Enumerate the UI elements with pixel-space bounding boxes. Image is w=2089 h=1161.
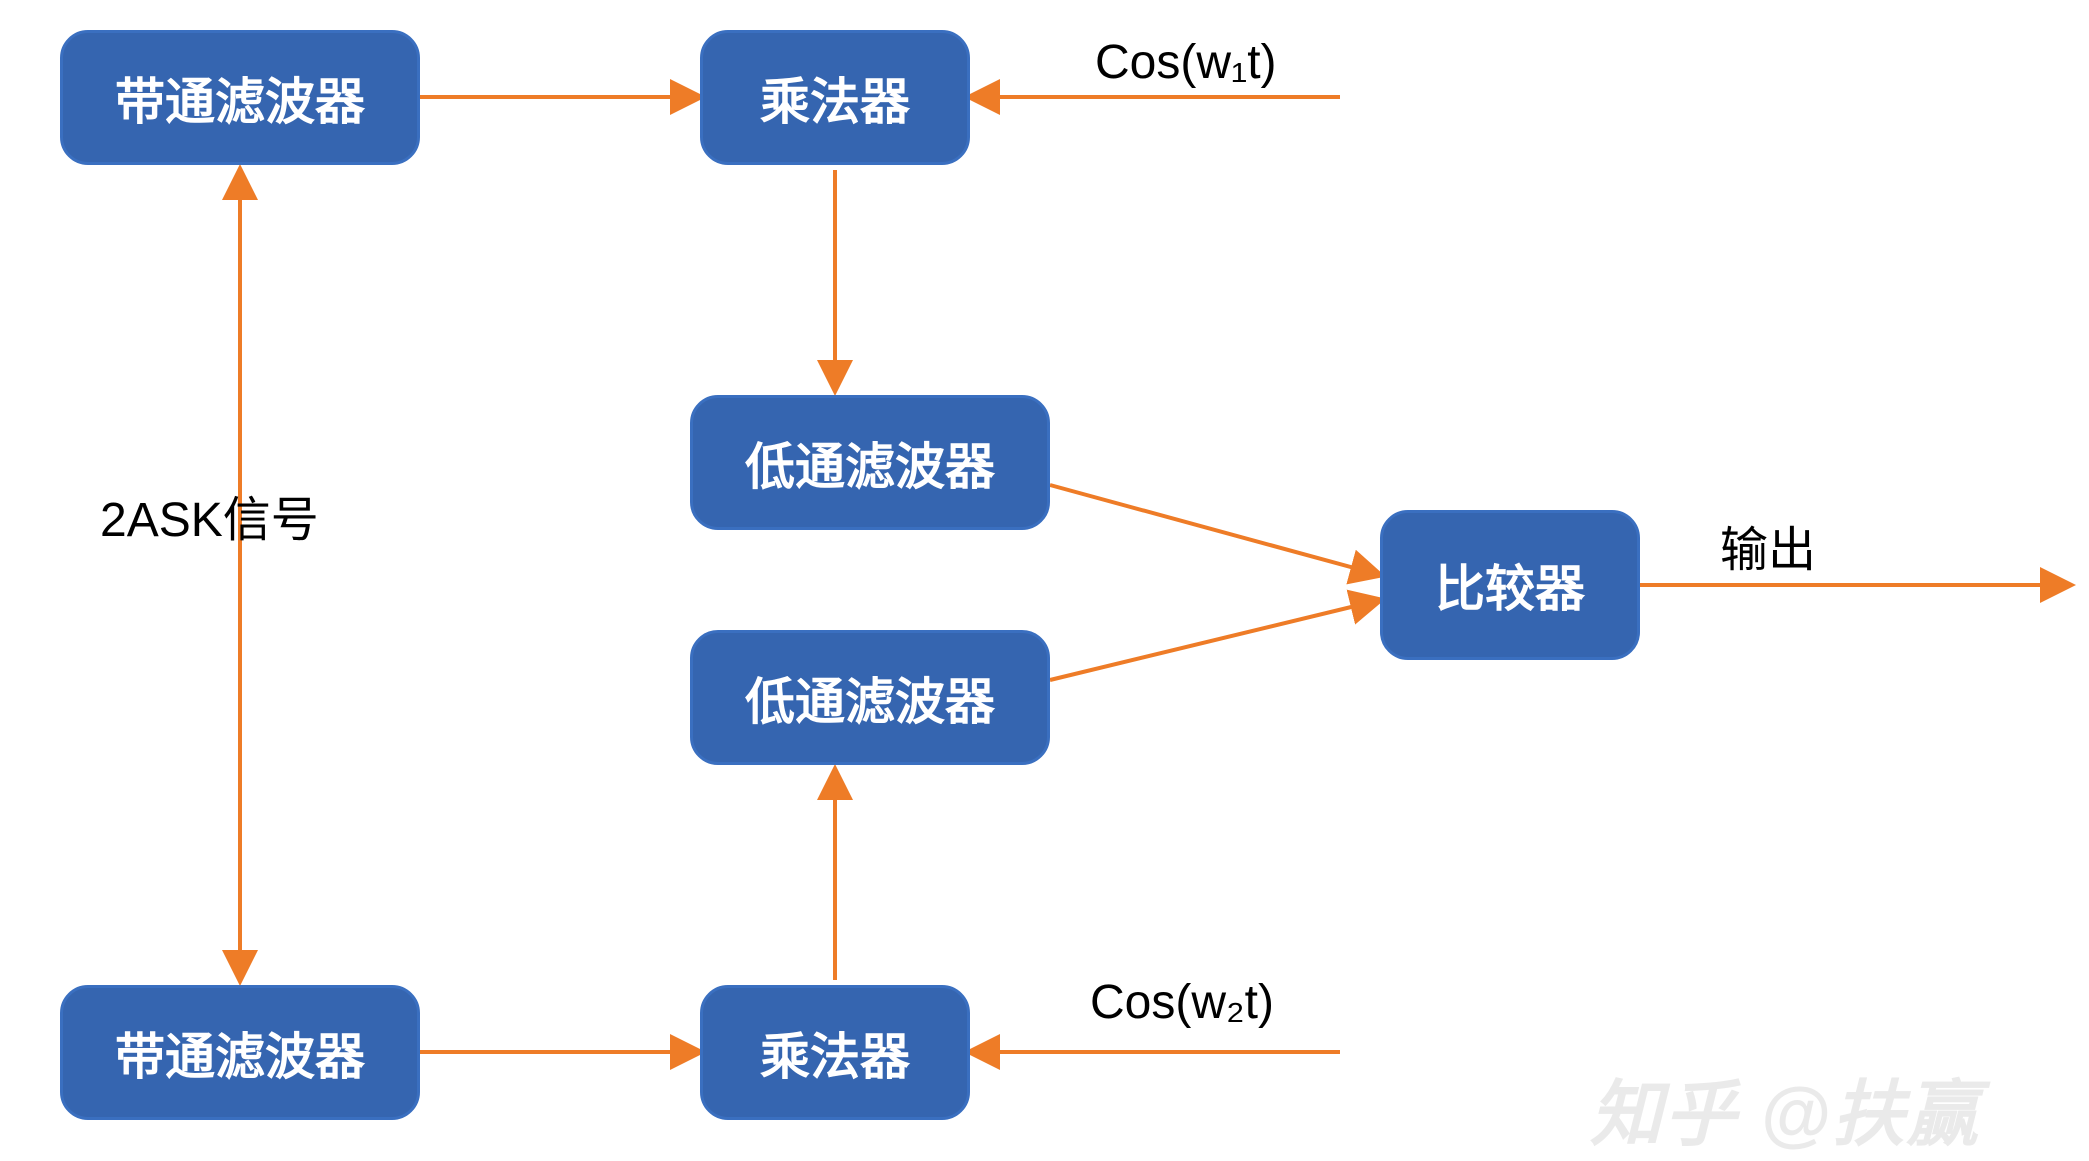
- node-bpf1: 带通滤波器: [60, 30, 420, 165]
- label-cos2: Cos(w₂t): [1090, 975, 1274, 1030]
- node-lpf2: 低通滤波器: [690, 630, 1050, 765]
- label-askSig: 2ASK信号: [100, 480, 319, 550]
- edge-8: [1050, 600, 1380, 680]
- node-comp: 比较器: [1380, 510, 1640, 660]
- label-cos1: Cos(w₁t): [1095, 35, 1277, 90]
- node-mult1: 乘法器: [700, 30, 970, 165]
- watermark: 知乎 @扶赢: [1590, 1055, 1980, 1160]
- node-bpf2: 带通滤波器: [60, 985, 420, 1120]
- edge-7: [1050, 485, 1380, 575]
- node-mult2: 乘法器: [700, 985, 970, 1120]
- node-lpf1: 低通滤波器: [690, 395, 1050, 530]
- label-out: 输出: [1720, 510, 1816, 580]
